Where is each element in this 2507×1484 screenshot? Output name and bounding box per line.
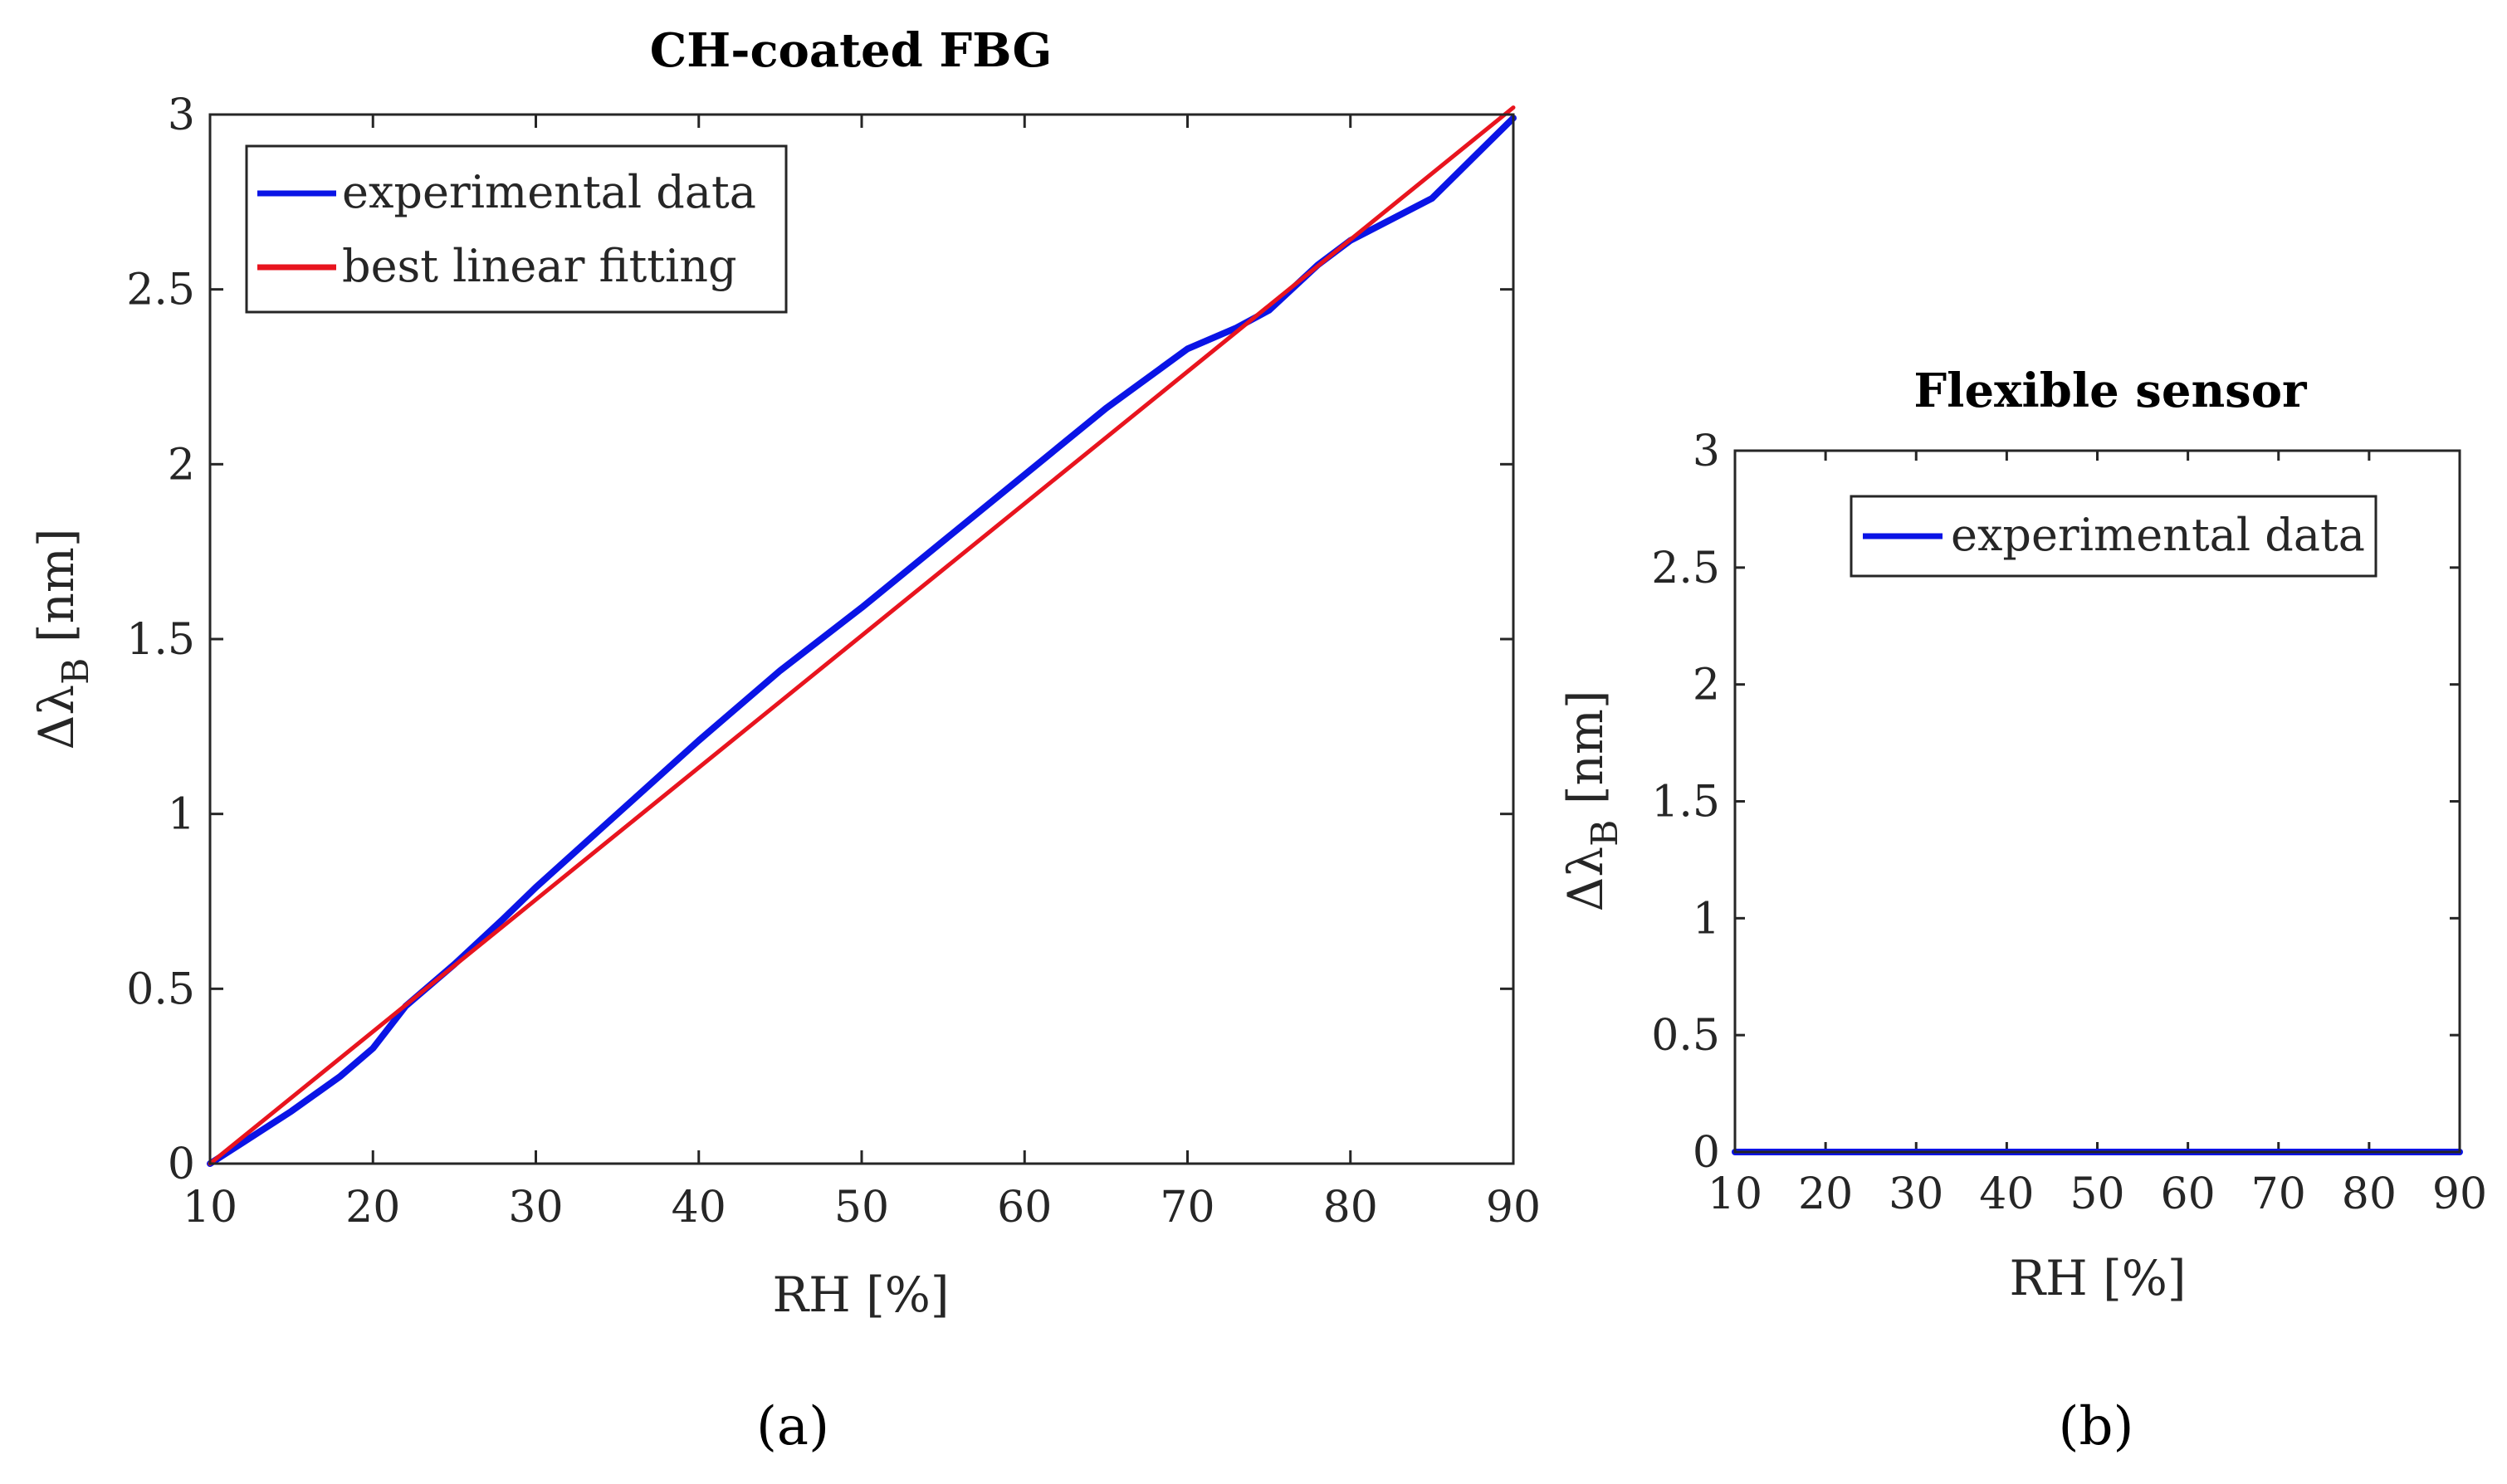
panel-b-axes-box [1733,449,2461,1154]
x-tick-label: 70 [2251,1169,2306,1219]
panel-a-legend-label-experimental: experimental data [342,166,756,218]
y-tick-label: 0.5 [126,964,195,1014]
y-tick-label: 2.5 [126,266,195,315]
panel-b-ylabel-sub: B [1584,820,1626,847]
panel-a-caption: (a) [756,1396,829,1457]
panel-a-xlabel: RH [%] [772,1267,949,1323]
x-tick-label: 20 [345,1183,400,1233]
x-tick-label: 20 [1798,1169,1853,1219]
y-tick-label: 0 [168,1140,195,1189]
panel-a-legend: experimental data best linear fitting [245,144,788,314]
panel-b-chart: Flexible sensor 10 20 30 40 50 60 70 80 9000.511… [1557,364,2487,1457]
panel-a-caption-text: (a) [756,1396,829,1457]
panel-b-tick-labels: 10 20 30 40 50 60 70 80 90 0 0.5 1 1.5 2 2.5 3 [1651,427,2487,1219]
panel-a-chart: CH-coated FBG 10 20 30 40 50 60 70 80 90 0 0.5 1 1.5… [28,23,1541,1457]
panel-a-best-linear-fit-line [208,105,1516,1166]
panel-b-ylabel: ΔλB [nm] [1557,690,1626,911]
x-tick-label: 70 [1160,1183,1214,1233]
panel-a-experimental-data-line [207,115,1517,1167]
x-tick-label: 50 [2070,1169,2124,1219]
panel-b-legend: experimental data [1850,495,2377,578]
y-tick-label: 1.5 [126,615,195,665]
y-tick-label: 1 [1693,894,1720,944]
panel-b-caption-text: (b) [2059,1396,2134,1457]
x-tick-label: 30 [508,1183,563,1233]
y-tick-label: 0.5 [1651,1011,1720,1061]
x-tick-label: 60 [997,1183,1052,1233]
panel-a-ylabel-main: Δλ [28,685,85,750]
x-tick-label: 90 [1486,1183,1541,1233]
x-tick-label: 80 [1323,1183,1378,1233]
y-tick-label: 3 [1693,427,1720,476]
panel-a-series [207,105,1517,1167]
panel-a-ylabel-unit: [nm] [28,528,85,657]
x-tick-label: 50 [834,1183,889,1233]
panel-b-ylabel-unit: [nm] [1557,690,1614,819]
panel-a-title: CH-coated FBG [650,23,1053,78]
x-tick-label: 10 [183,1183,237,1233]
x-tick-label: 30 [1889,1169,1943,1219]
panel-b-legend-label-experimental: experimental data [1951,509,2365,561]
panel-a-legend-box [245,144,788,314]
y-tick-label: 0 [1693,1128,1720,1178]
panel-b-caption: (b) [2059,1396,2134,1457]
panel-b-title: Flexible sensor [1913,364,2308,418]
x-tick-label: 10 [1708,1169,1762,1219]
panel-a-axes-box [208,113,1515,1165]
x-tick-label: 40 [672,1183,726,1233]
panel-a-tick-labels: 10 20 30 40 50 60 70 80 90 0 0.5 1 1.5 2 2.5 3 [126,90,1541,1233]
panel-a-legend-label-fit: best linear fitting [342,240,737,292]
x-tick-label: 80 [2342,1169,2397,1219]
y-tick-label: 1 [168,790,195,840]
y-tick-label: 3 [168,90,195,140]
y-tick-label: 2 [168,440,195,490]
panel-b-xlabel: RH [%] [2009,1250,2186,1306]
x-tick-label: 90 [2432,1169,2487,1219]
x-tick-label: 60 [2161,1169,2216,1219]
y-tick-label: 2.5 [1651,544,1720,593]
y-tick-label: 2 [1693,661,1720,710]
panel-a-ylabel: ΔλB [nm] [28,528,97,749]
panel-a-ylabel-sub: B [55,658,97,685]
y-tick-label: 1.5 [1651,778,1720,827]
panel-b-ylabel-main: Δλ [1557,847,1614,912]
x-tick-label: 40 [1979,1169,2034,1219]
